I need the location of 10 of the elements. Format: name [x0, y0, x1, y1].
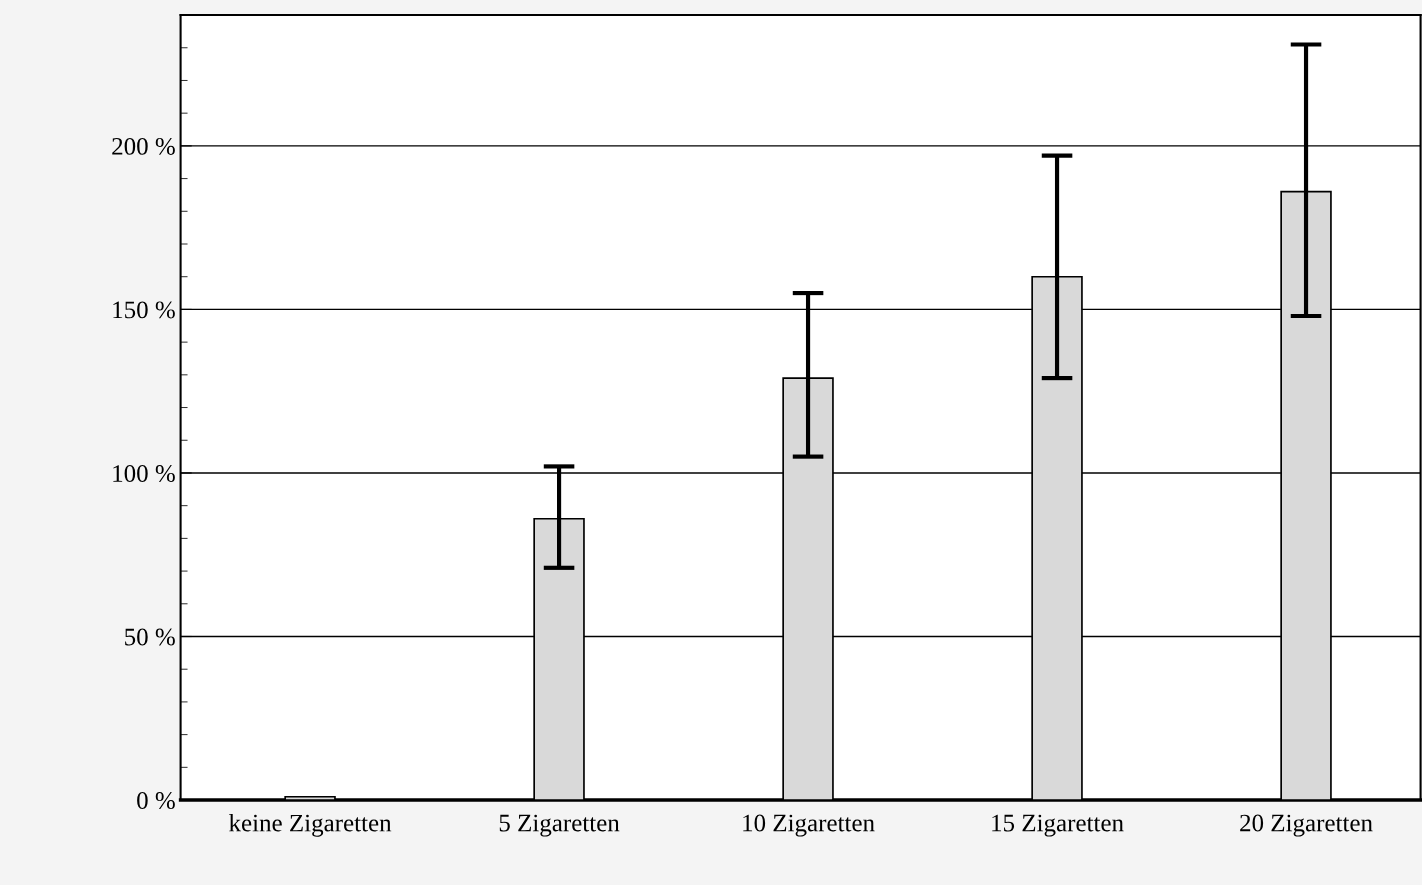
- x-tick-label: 20 Zigaretten: [1240, 814, 1373, 837]
- y-tick-label: 100 %: [113, 465, 175, 482]
- y-tick-label: 200 %: [112, 137, 175, 155]
- x-tick-label: keine Zigaretten: [228, 813, 392, 837]
- y-tick-label: 50 %: [125, 628, 175, 646]
- x-tick-label: 5 Zigaretten: [499, 814, 620, 837]
- y-tick-label: 150 %: [113, 301, 175, 319]
- x-tick-label: 15 Zigaretten: [992, 814, 1124, 837]
- y-tick-label: 0 %: [137, 792, 175, 810]
- x-tick-label: 10 Zigaretten: [743, 814, 875, 837]
